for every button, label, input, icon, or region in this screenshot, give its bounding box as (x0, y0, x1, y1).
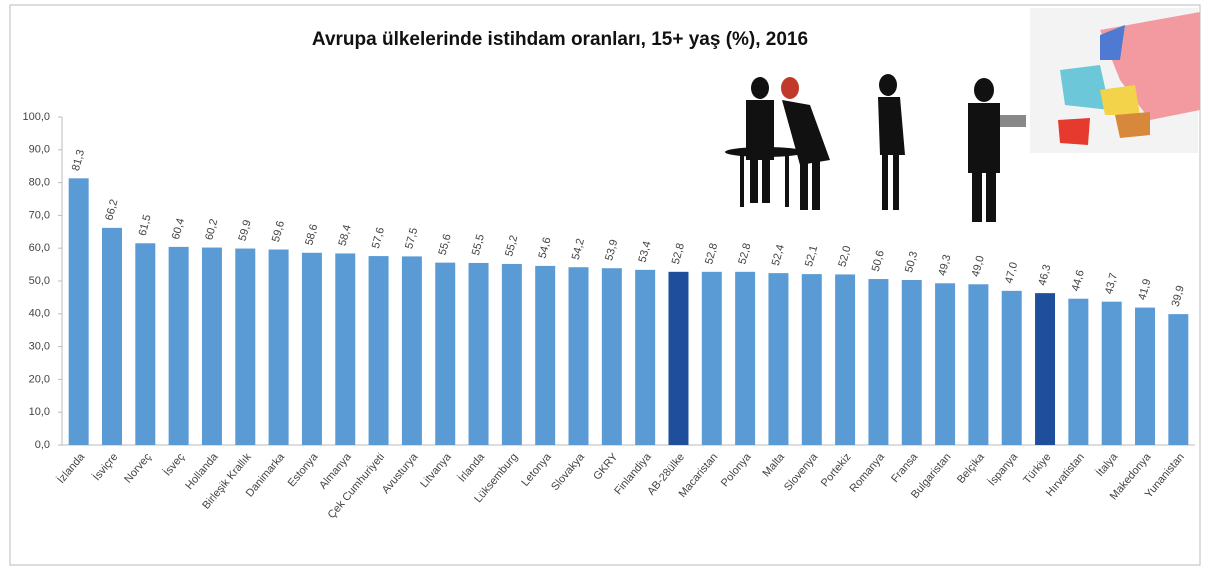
value-label: 81,3 (70, 148, 87, 172)
bar (268, 249, 289, 445)
bar (1068, 298, 1089, 445)
value-label: 57,6 (370, 226, 387, 250)
y-tick-label: 60,0 (29, 242, 50, 254)
value-label: 52,8 (736, 242, 753, 266)
bar (1101, 301, 1122, 445)
value-label: 59,6 (270, 220, 287, 244)
bar (1135, 307, 1156, 445)
y-tick-label: 40,0 (29, 308, 50, 320)
y-tick-label: 100,0 (22, 111, 50, 123)
value-label: 52,1 (803, 244, 820, 268)
value-label: 44,6 (1070, 269, 1087, 293)
bar (435, 262, 456, 445)
y-tick-label: 80,0 (29, 177, 50, 189)
map-illustration (1030, 8, 1200, 153)
value-label: 49,3 (936, 253, 953, 277)
value-label: 57,5 (403, 226, 420, 250)
bar (568, 267, 589, 445)
value-label: 66,2 (103, 198, 120, 222)
bar (368, 256, 389, 445)
y-tick-label: 10,0 (29, 406, 50, 418)
bar (235, 248, 256, 445)
value-label: 54,2 (570, 237, 587, 261)
people-illustration (725, 74, 1026, 222)
value-label: 46,3 (1036, 263, 1053, 287)
value-label: 52,8 (670, 242, 687, 266)
value-label: 55,2 (503, 234, 520, 258)
bar (701, 271, 722, 445)
bar (335, 253, 356, 445)
y-tick-label: 30,0 (29, 341, 50, 353)
value-label: 39,9 (1170, 284, 1187, 308)
y-tick-label: 0,0 (35, 439, 50, 451)
y-tick-label: 50,0 (29, 275, 50, 287)
y-tick-label: 70,0 (29, 209, 50, 221)
value-label: 53,9 (603, 238, 620, 262)
bar (168, 246, 189, 445)
value-label: 47,0 (1003, 261, 1020, 285)
bar (68, 178, 89, 445)
value-label: 52,0 (836, 245, 853, 269)
bar (1035, 293, 1056, 445)
value-label: 55,5 (470, 233, 487, 257)
bar (768, 273, 789, 445)
y-tick-label: 90,0 (29, 144, 50, 156)
bar (201, 247, 222, 445)
value-label: 58,4 (337, 224, 354, 248)
bar (968, 284, 989, 445)
value-label: 61,5 (137, 213, 154, 237)
bar (601, 268, 622, 445)
bar (468, 262, 489, 445)
chart-title: Avrupa ülkelerinde istihdam oranları, 15… (312, 29, 808, 50)
bar (668, 271, 689, 445)
value-label: 50,3 (903, 250, 920, 274)
value-label: 49,0 (970, 254, 987, 278)
bar (135, 243, 156, 445)
value-label: 58,6 (303, 223, 320, 247)
value-label: 59,9 (237, 219, 254, 243)
bar (401, 256, 422, 445)
value-label: 50,6 (870, 249, 887, 273)
bar (735, 271, 756, 445)
bar (935, 283, 956, 445)
bar (301, 252, 322, 445)
bar (835, 274, 856, 445)
bar (501, 263, 522, 445)
value-label: 52,8 (703, 242, 720, 266)
value-label: 43,7 (1103, 272, 1120, 296)
value-label: 54,6 (537, 236, 554, 260)
value-label: 60,2 (203, 218, 220, 242)
bar (101, 227, 122, 445)
value-label: 53,4 (637, 240, 654, 264)
value-label: 41,9 (1136, 278, 1153, 302)
value-label: 55,6 (437, 233, 454, 257)
value-label: 52,4 (770, 243, 787, 267)
y-tick-label: 20,0 (29, 373, 50, 385)
bar (1168, 314, 1189, 445)
bar (535, 265, 556, 445)
bar (868, 279, 889, 445)
value-label: 60,4 (170, 217, 187, 241)
bar (1001, 290, 1022, 445)
bar (635, 269, 656, 445)
bar (901, 280, 922, 445)
bar (801, 274, 822, 445)
